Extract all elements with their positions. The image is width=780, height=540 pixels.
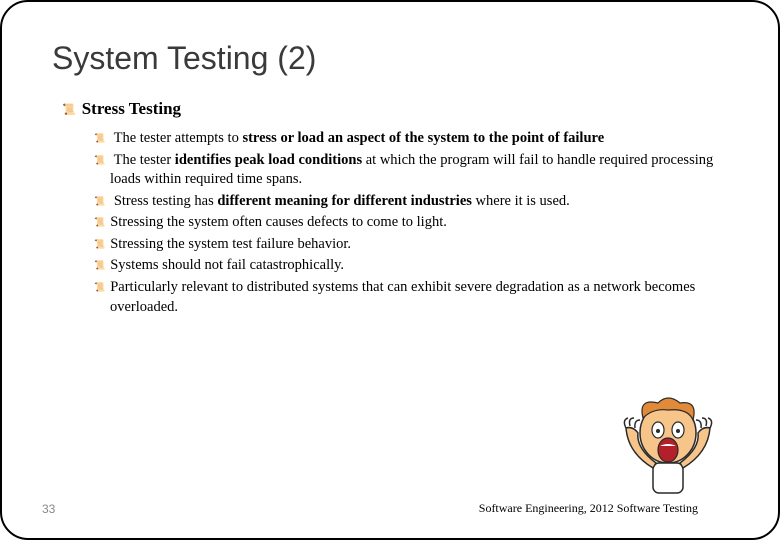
bullet-text-bold: different meaning for different industri… (217, 193, 472, 209)
bullet-list: The tester attempts to stress or load an… (94, 129, 718, 317)
bullet-text-bold: stress or load an aspect of the system t… (242, 130, 604, 146)
bullet-text-pre: The tester attempts to (114, 130, 243, 146)
section-heading: Stress Testing (62, 99, 728, 119)
list-item: Stressing the system often causes defect… (94, 213, 718, 233)
bullet-text-bold: identifies peak load conditions (175, 152, 362, 168)
slide-frame: System Testing (2) Stress Testing The te… (0, 0, 780, 540)
footer-text: Software Engineering, 2012 Software Test… (479, 501, 698, 516)
bullet-text-pre: Stress testing has (114, 193, 218, 209)
list-item: Particularly relevant to distributed sys… (94, 278, 718, 317)
bullet-text-pre: The tester (114, 152, 175, 168)
slide-title: System Testing (2) (52, 40, 728, 77)
panicked-character-image (608, 388, 728, 498)
list-item: Stressing the system test failure behavi… (94, 235, 718, 255)
bullet-text-post: where it is used. (472, 193, 570, 209)
page-number: 33 (42, 502, 55, 516)
list-item: Systems should not fail catastrophically… (94, 256, 718, 276)
list-item: The tester identifies peak load conditio… (94, 151, 718, 190)
list-item: Stress testing has different meaning for… (94, 192, 718, 212)
list-item: The tester attempts to stress or load an… (94, 129, 718, 149)
